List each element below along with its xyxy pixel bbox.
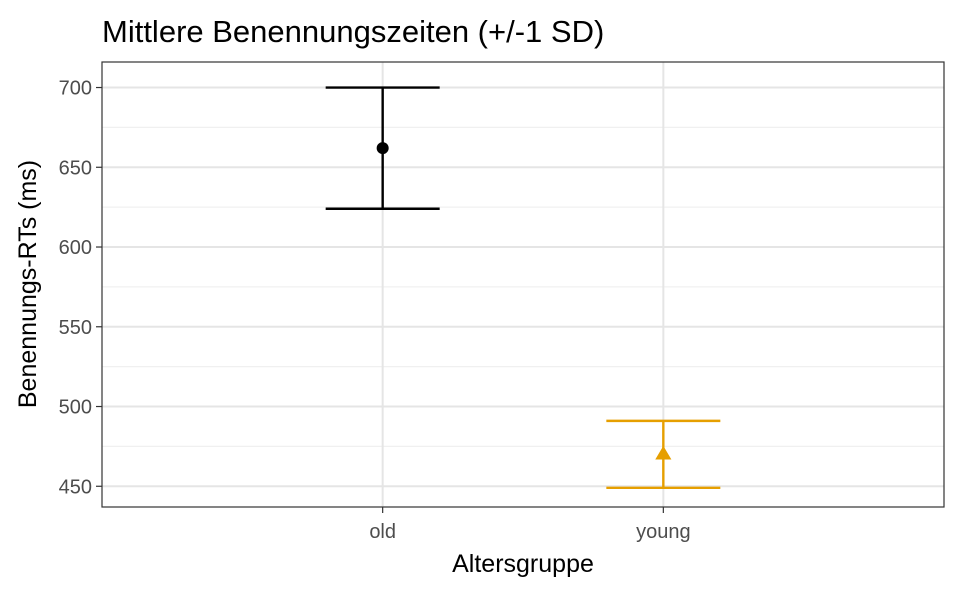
x-axis-title: Altersgruppe (452, 550, 594, 578)
mean-point-old (376, 142, 389, 155)
grid (102, 62, 944, 507)
mean-point-young (655, 445, 672, 460)
y-tick-label: 500 (59, 397, 92, 419)
y-tick-label: 450 (59, 476, 92, 498)
x-tick-label: young (636, 521, 691, 543)
y-tick-label: 700 (59, 78, 92, 100)
panel-border (101, 61, 945, 508)
y-axis-title: Benennungs-RTs (ms) (14, 160, 42, 408)
axes: 450 500 550 600 650 700 old young (59, 78, 691, 543)
errorbar-group-young (606, 419, 721, 490)
data-marks (325, 86, 721, 490)
y-tick-label: 650 (59, 157, 92, 179)
chart-title: Mittlere Benennungszeiten (+/-1 SD) (102, 14, 604, 49)
y-tick-label: 600 (59, 237, 92, 259)
errorbar-group-old (325, 86, 440, 210)
x-tick-label: old (369, 521, 396, 543)
y-tick-label: 550 (59, 317, 92, 339)
